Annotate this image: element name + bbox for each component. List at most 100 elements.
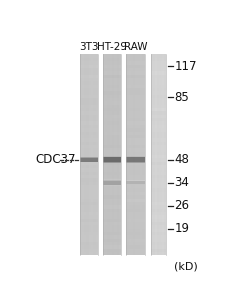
Bar: [126, 188, 144, 192]
Bar: [126, 157, 144, 163]
Bar: [126, 181, 144, 185]
Bar: [151, 199, 166, 202]
Bar: [109, 55, 112, 255]
Bar: [79, 75, 98, 78]
Bar: [79, 125, 98, 128]
Bar: [151, 91, 166, 95]
Bar: [102, 58, 121, 61]
Bar: [102, 165, 121, 168]
Bar: [126, 219, 144, 222]
Bar: [126, 64, 144, 68]
Bar: [151, 219, 166, 222]
Bar: [102, 157, 121, 162]
Bar: [79, 81, 98, 85]
Bar: [102, 55, 105, 255]
Bar: [126, 152, 144, 155]
Bar: [102, 239, 121, 242]
Bar: [151, 61, 166, 64]
Bar: [151, 252, 166, 256]
Bar: [79, 85, 98, 88]
Bar: [151, 138, 166, 142]
Bar: [126, 239, 144, 242]
Bar: [126, 165, 144, 168]
Bar: [126, 175, 144, 178]
Bar: [102, 148, 121, 152]
Bar: [135, 55, 137, 255]
Bar: [151, 88, 166, 91]
Bar: [79, 249, 98, 252]
Bar: [151, 81, 166, 85]
Bar: [79, 175, 98, 178]
Bar: [126, 232, 144, 236]
Bar: [126, 195, 144, 199]
Bar: [102, 118, 121, 122]
Bar: [79, 252, 98, 256]
Bar: [79, 135, 98, 138]
Bar: [102, 179, 121, 186]
Bar: [79, 202, 98, 205]
Bar: [151, 64, 166, 68]
Bar: [126, 118, 144, 122]
Bar: [79, 158, 98, 162]
Bar: [151, 131, 166, 135]
Bar: [82, 55, 84, 255]
Bar: [102, 245, 121, 249]
Bar: [126, 58, 144, 61]
Bar: [102, 199, 121, 202]
Bar: [79, 215, 98, 219]
Bar: [126, 155, 144, 164]
Bar: [86, 55, 88, 255]
Bar: [84, 55, 86, 255]
Bar: [126, 122, 144, 125]
Bar: [102, 188, 121, 192]
Bar: [102, 88, 121, 91]
Bar: [79, 157, 98, 163]
Bar: [79, 148, 98, 152]
Bar: [79, 71, 98, 75]
Bar: [126, 168, 144, 172]
Bar: [156, 55, 158, 255]
Bar: [79, 205, 98, 208]
Bar: [79, 142, 98, 145]
Bar: [102, 182, 121, 185]
Bar: [126, 105, 144, 108]
Bar: [102, 128, 121, 131]
Bar: [137, 55, 140, 255]
Bar: [102, 252, 121, 256]
Text: 48: 48: [174, 153, 188, 166]
Bar: [126, 192, 144, 195]
Bar: [102, 68, 121, 71]
Bar: [126, 128, 144, 131]
Bar: [151, 175, 166, 178]
Bar: [79, 156, 98, 163]
Bar: [126, 215, 144, 219]
Bar: [151, 71, 166, 75]
Bar: [79, 242, 98, 245]
Bar: [79, 236, 98, 239]
Bar: [151, 122, 166, 125]
Bar: [102, 95, 121, 98]
Bar: [102, 98, 121, 101]
Bar: [126, 180, 144, 185]
Bar: [102, 105, 121, 108]
Bar: [126, 98, 144, 101]
Bar: [126, 229, 144, 232]
Text: 26: 26: [174, 199, 188, 212]
Bar: [154, 55, 156, 255]
Bar: [102, 175, 121, 178]
Bar: [126, 178, 144, 182]
Bar: [93, 55, 95, 255]
Bar: [151, 208, 166, 212]
Bar: [116, 55, 118, 255]
Bar: [102, 215, 121, 219]
Bar: [126, 78, 144, 81]
Bar: [112, 55, 114, 255]
Bar: [151, 148, 166, 152]
Bar: [151, 242, 166, 245]
Bar: [102, 142, 121, 145]
Bar: [79, 155, 98, 158]
Bar: [151, 182, 166, 185]
Bar: [126, 55, 144, 255]
Bar: [102, 192, 121, 195]
Text: (kD): (kD): [174, 261, 197, 271]
